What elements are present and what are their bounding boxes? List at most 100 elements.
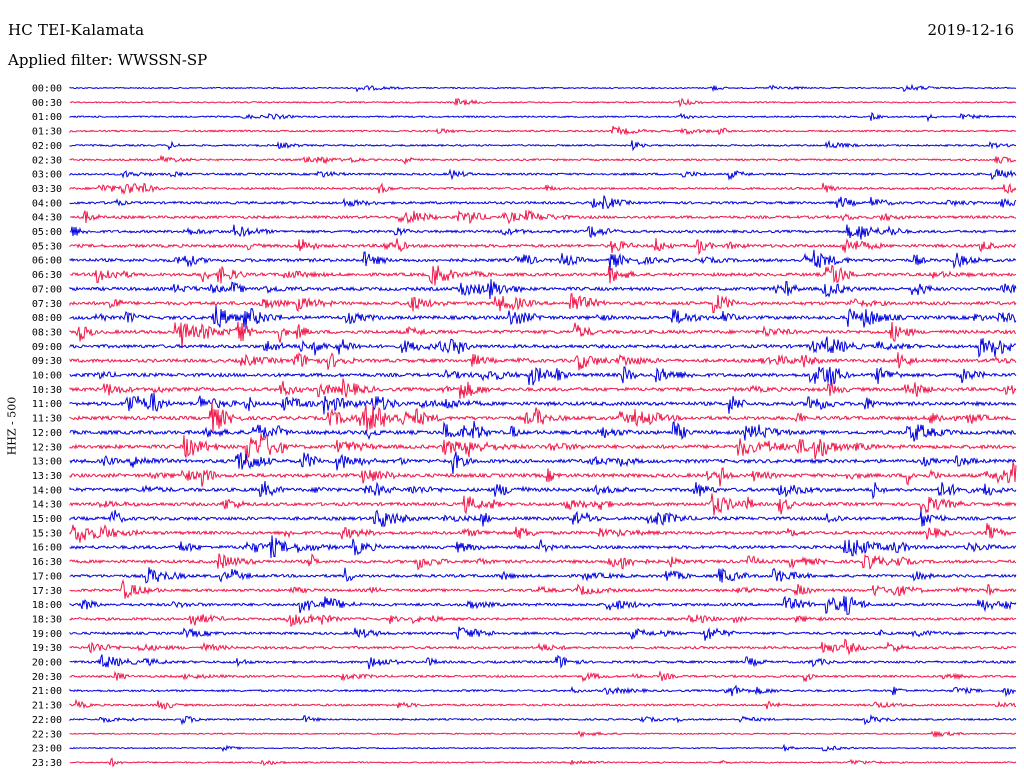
seismic-trace-1830 — [69, 613, 1017, 628]
seismic-trace-2130 — [69, 698, 1017, 711]
time-tick-label: 02:00 — [32, 141, 62, 152]
time-labels: 00:00 00:30 01:00 01:30 02:00 02:30 03:00 03:30… — [32, 84, 62, 769]
seismic-trace-0330 — [69, 182, 1017, 195]
time-tick-label: 20:00 — [32, 658, 62, 669]
time-tick-label: 12:00 — [32, 428, 62, 439]
seismic-trace-1430 — [69, 493, 1017, 516]
seismic-trace-1500 — [69, 509, 1017, 528]
filter-label: Applied filter: WWSSN-SP — [8, 51, 208, 69]
time-tick-label: 22:30 — [32, 729, 62, 740]
time-tick-label: 17:00 — [32, 571, 62, 582]
time-tick-label: 01:30 — [32, 127, 62, 138]
seismic-trace-0400 — [69, 195, 1017, 210]
seismic-trace-0000 — [69, 83, 1017, 93]
seismic-trace-1700 — [69, 567, 1017, 584]
time-tick-label: 21:30 — [32, 701, 62, 712]
time-tick-label: 07:30 — [32, 299, 62, 310]
seismic-trace-2300 — [69, 743, 1017, 753]
seismic-trace-1730 — [69, 578, 1017, 599]
time-tick-label: 03:30 — [32, 184, 62, 195]
time-tick-label: 12:30 — [32, 442, 62, 453]
time-tick-label: 15:00 — [32, 514, 62, 525]
seismic-trace-2030 — [69, 670, 1017, 683]
time-tick-label: 10:30 — [32, 385, 62, 396]
time-tick-label: 19:30 — [32, 643, 62, 654]
time-tick-label: 11:00 — [32, 399, 62, 410]
seismic-trace-1900 — [69, 626, 1017, 641]
seismic-trace-0030 — [69, 97, 1017, 108]
seismic-trace-2330 — [69, 757, 1017, 768]
time-tick-label: 07:00 — [32, 284, 62, 295]
seismic-trace-0200 — [69, 139, 1017, 152]
time-tick-label: 18:30 — [32, 614, 62, 625]
seismic-trace-1130 — [69, 401, 1017, 434]
time-tick-label: 04:30 — [32, 213, 62, 224]
time-tick-label: 08:30 — [32, 327, 62, 338]
seismic-trace-0730 — [69, 292, 1017, 314]
seismic-trace-0130 — [69, 125, 1017, 136]
seismic-trace-0630 — [69, 264, 1017, 286]
seismic-trace-0100 — [69, 111, 1017, 123]
time-tick-label: 00:00 — [32, 84, 62, 95]
time-tick-label: 03:00 — [32, 170, 62, 181]
seismic-trace-1100 — [69, 392, 1017, 415]
time-tick-label: 16:30 — [32, 557, 62, 568]
station-title: HC TEI-Kalamata — [8, 21, 145, 39]
seismic-trace-0530 — [69, 238, 1017, 256]
time-tick-label: 14:00 — [32, 485, 62, 496]
seismic-traces — [69, 83, 1017, 768]
seismic-trace-0800 — [69, 305, 1017, 329]
seismic-trace-1630 — [69, 553, 1017, 571]
time-tick-label: 06:00 — [32, 256, 62, 267]
seismic-trace-1200 — [69, 420, 1017, 442]
seismic-trace-1000 — [69, 366, 1017, 387]
seismic-trace-0300 — [69, 168, 1017, 181]
time-tick-label: 18:00 — [32, 600, 62, 611]
time-tick-label: 19:00 — [32, 629, 62, 640]
time-tick-label: 06:30 — [32, 270, 62, 281]
time-tick-label: 23:30 — [32, 758, 62, 769]
time-tick-label: 22:00 — [32, 715, 62, 726]
seismic-trace-1330 — [69, 462, 1017, 487]
seismic-trace-0930 — [69, 352, 1017, 371]
seismic-trace-0230 — [69, 154, 1017, 166]
time-tick-label: 09:30 — [32, 356, 62, 367]
seismic-trace-2000 — [69, 654, 1016, 670]
time-tick-label: 21:00 — [32, 686, 62, 697]
seismic-trace-0600 — [69, 249, 1017, 271]
seismic-trace-1930 — [69, 638, 1017, 656]
time-tick-label: 17:30 — [32, 586, 62, 597]
time-tick-label: 04:00 — [32, 198, 62, 209]
seismic-trace-1400 — [69, 480, 1017, 500]
time-tick-label: 20:30 — [32, 672, 62, 683]
time-tick-label: 10:00 — [32, 371, 62, 382]
seismic-trace-0500 — [69, 224, 1017, 240]
seismic-trace-0430 — [69, 209, 1017, 225]
time-tick-label: 05:30 — [32, 241, 62, 252]
seismic-trace-2230 — [69, 730, 1017, 738]
time-tick-label: 11:30 — [32, 414, 62, 425]
seismic-trace-0700 — [69, 279, 1017, 300]
seismic-trace-1300 — [69, 451, 1017, 475]
time-tick-label: 14:30 — [32, 500, 62, 511]
seismic-trace-2100 — [69, 684, 1017, 698]
time-tick-label: 02:30 — [32, 155, 62, 166]
time-tick-label: 23:00 — [32, 744, 62, 755]
seismic-trace-0830 — [69, 321, 1017, 349]
seismic-trace-0900 — [69, 336, 1017, 359]
time-tick-label: 13:00 — [32, 457, 62, 468]
time-tick-label: 01:00 — [32, 112, 62, 123]
time-tick-label: 08:00 — [32, 313, 62, 324]
seismic-trace-1530 — [69, 523, 1017, 543]
time-tick-label: 16:00 — [32, 543, 62, 554]
seismic-trace-2200 — [69, 713, 1017, 726]
seismic-trace-1230 — [69, 433, 1017, 464]
seismic-trace-1030 — [69, 378, 1017, 399]
time-tick-label: 15:30 — [32, 528, 62, 539]
seismic-trace-1800 — [69, 595, 1017, 615]
time-tick-label: 00:30 — [32, 98, 62, 109]
plot-date: 2019-12-16 — [927, 21, 1014, 39]
time-tick-label: 05:00 — [32, 227, 62, 238]
time-tick-label: 09:00 — [32, 342, 62, 353]
